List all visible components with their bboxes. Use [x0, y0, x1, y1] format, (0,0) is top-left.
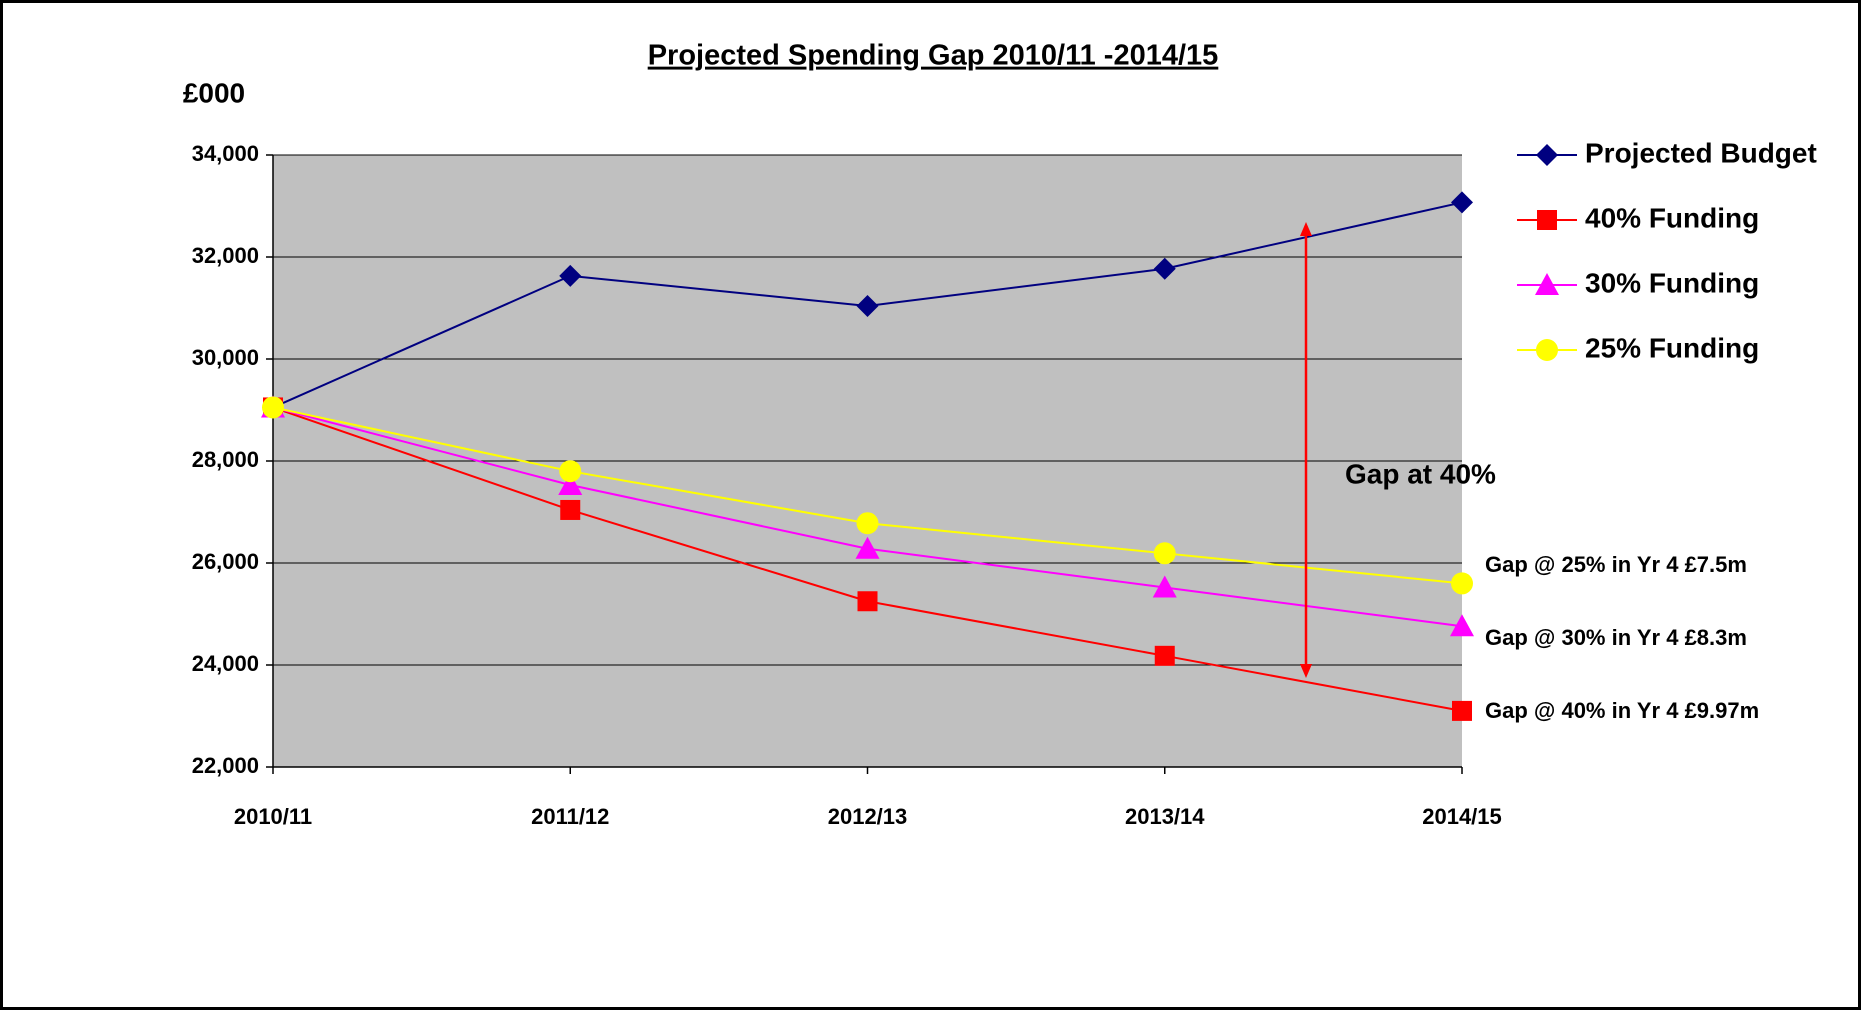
y-tick-label: 24,000	[192, 651, 259, 676]
legend-label: 40% Funding	[1585, 202, 1759, 233]
legend-marker	[1536, 144, 1558, 166]
data-point	[856, 294, 879, 317]
data-point	[1451, 191, 1473, 214]
data-point	[855, 536, 880, 559]
y-tick-label: 22,000	[192, 753, 259, 778]
data-point	[856, 512, 879, 535]
data-point	[1153, 257, 1176, 280]
y-tick-label: 34,000	[192, 141, 259, 166]
legend-marker	[1537, 210, 1557, 230]
data-point	[559, 460, 582, 483]
chart-title: Projected Spending Gap 2010/11 -2014/15	[648, 40, 1219, 72]
x-tick-label: 2010/11	[234, 804, 312, 829]
legend-label: 30% Funding	[1585, 267, 1759, 298]
data-point	[1452, 700, 1472, 721]
data-point	[1154, 645, 1175, 666]
data-point	[1152, 575, 1177, 598]
data-point	[857, 591, 878, 612]
legend-marker	[1536, 339, 1558, 361]
y-tick-label: 30,000	[192, 345, 259, 370]
y-tick-label: 32,000	[192, 243, 259, 268]
data-point	[560, 499, 581, 520]
data-point	[1153, 542, 1176, 565]
annotation: Gap at 40%	[1345, 458, 1496, 489]
legend-label: Projected Budget	[1585, 137, 1817, 168]
y-tick-label: 26,000	[192, 549, 259, 574]
data-point	[262, 396, 284, 419]
data-point	[559, 264, 582, 287]
data-point	[1451, 572, 1473, 595]
data-point	[1450, 614, 1474, 637]
annotation: Gap @ 30% in Yr 4 £8.3m	[1485, 625, 1747, 650]
data-point	[558, 472, 583, 495]
y-axis-label: £000	[183, 77, 245, 108]
annotation: Gap @ 40% in Yr 4 £9.97m	[1485, 698, 1759, 723]
y-tick-label: 28,000	[192, 447, 259, 472]
x-tick-label: 2013/14	[1125, 804, 1205, 829]
x-tick-label: 2011/12	[531, 804, 609, 829]
x-tick-label: 2014/15	[1422, 804, 1502, 829]
gap-arrowhead	[1300, 222, 1312, 236]
x-tick-label: 2012/13	[828, 804, 908, 829]
gap-arrowhead	[1300, 664, 1312, 678]
legend-label: 25% Funding	[1585, 332, 1759, 363]
legend-marker	[1535, 273, 1559, 295]
annotation: Gap @ 25% in Yr 4 £7.5m	[1485, 552, 1747, 577]
